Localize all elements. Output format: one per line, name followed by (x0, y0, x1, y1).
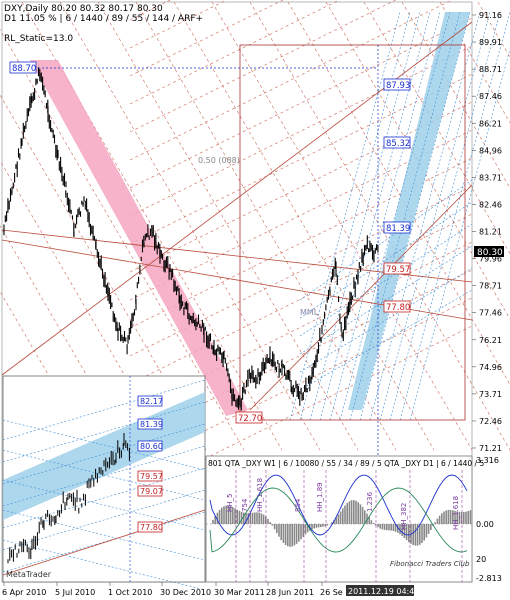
date-tick: 28 Jun 2011 (266, 588, 314, 597)
tag-p2: 85.32 (386, 139, 410, 149)
inset-tag-1: 82.17 (140, 397, 163, 406)
date-axis: 6 Apr 2010 5 Jul 2010 1 Oct 2010 30 Dec 201… (2, 582, 343, 597)
oscillator-annotations: HH_5 754 HH_1.618 854 HH_1.89 1.236 HH_3… (226, 478, 460, 530)
inset-tag-2: 81.39 (140, 420, 163, 429)
cursor-date: 2011.12.19 04:47 (348, 587, 419, 596)
osc-ann-7: HH_382 (400, 503, 408, 530)
price-bars (3, 67, 379, 411)
price-tick: 86.21 (479, 119, 502, 128)
price-tick: 79.96 (479, 255, 502, 264)
oscillator-line-blue (209, 474, 468, 536)
fib-label-050: 0.50 (088) (198, 156, 240, 165)
osc-ann-5: HH_1.89 (316, 482, 324, 512)
price-tick: 87.46 (479, 92, 502, 101)
tag-high: 88.70 (12, 64, 36, 74)
inset-tag-3: 80.60 (140, 442, 163, 451)
osc-axis-20: 20 (476, 555, 486, 564)
date-tick: 26 Se (320, 588, 343, 597)
tag-p5: 77.80 (386, 303, 410, 313)
inset-tag-5: 79.07 (140, 487, 163, 496)
cursor-date-tag: 2011.12.19 04:47 (346, 585, 419, 596)
price-tick: 72.46 (479, 417, 502, 426)
osc-axis-zero: 0.00 (476, 520, 494, 529)
date-tick: 6 Apr 2010 (2, 588, 46, 597)
tag-p3: 81.39 (386, 224, 410, 234)
inset-chart: 82.17 81.39 80.60 79.57 79.07 77.80 Meta… (2, 375, 206, 591)
price-tick: 84.96 (479, 146, 502, 155)
oscillator-title: 801 QTA _DXY W1 | 6 / 10080 / 55 / 34 / … (208, 459, 484, 468)
current-price-value: 80.30 (477, 248, 503, 258)
price-tick: 83.71 (479, 173, 502, 182)
tag-p1: 87.93 (386, 81, 410, 91)
osc-ann-8: HH_1.618 (452, 496, 460, 530)
price-tick: 89.91 (479, 38, 502, 47)
price-tick: 77.46 (479, 309, 502, 318)
header-line1: DXY,Daily 80.20 80.32 80.17 80.30 (4, 4, 163, 14)
price-tick: 74.96 (479, 363, 502, 372)
osc-axis-top: 3.316 (476, 456, 499, 465)
tag-low: 72.70 (238, 414, 262, 424)
price-tick: 71.21 (479, 444, 502, 453)
fib-label-mml: MML (300, 308, 319, 317)
price-tick: 76.21 (479, 336, 502, 345)
osc-ann-3: HH_1.618 (256, 478, 264, 512)
current-price-tag: 80.30 (474, 246, 504, 258)
price-tags: 88.70 72.70 87.93 85.32 81.39 79.57 77.8… (9, 61, 411, 424)
price-tick: 81.21 (479, 228, 502, 237)
oscillator-panel: 801 QTA _DXY W1 | 6 / 10080 / 55 / 34 / … (205, 455, 502, 583)
inset-fan-lines (2, 379, 206, 591)
inset-watermark: MetaTrader (6, 570, 52, 579)
price-tick: 91.16 (479, 11, 502, 20)
header-line3: RL_Static=13.0 (4, 34, 73, 44)
date-tick: 5 Jul 2010 (55, 588, 95, 597)
osc-ann-2: 754 (241, 498, 249, 512)
date-tick: 30 Dec 2010 (160, 588, 211, 597)
price-tick: 73.71 (479, 390, 502, 399)
price-tick: 82.46 (479, 200, 502, 209)
inset-tag-4: 79.57 (140, 472, 163, 481)
inset-tag-6: 77.80 (140, 523, 163, 532)
osc-axis-bottom: -2.813 (476, 574, 502, 583)
credit-text: Fibonacci Traders Club (390, 560, 470, 568)
oscillator-line-green (209, 487, 468, 553)
chart-header: DXY,Daily 80.20 80.32 80.17 80.30 D1 11.… (4, 4, 203, 44)
inset-support-line (2, 509, 206, 576)
osc-ann-6: 1.236 (366, 491, 374, 512)
inset-price-bars (7, 433, 130, 564)
blue-channel (348, 12, 470, 410)
range-box (239, 44, 466, 421)
pink-channel (30, 60, 248, 416)
oscillator-cycle-lines (235, 470, 463, 582)
tag-p4: 79.57 (386, 265, 410, 275)
price-axis: 91.16 89.91 88.71 87.46 86.21 84.96 83.71 82.46… (472, 11, 502, 453)
header-line2: D1 11.05 % | 6 / 1440 / 89 / 55 / 144 / … (4, 14, 203, 24)
price-tick: 78.71 (479, 282, 502, 291)
osc-ann-1: HH_5 (226, 494, 234, 512)
price-tick: 88.71 (479, 65, 502, 74)
date-tick: 1 Oct 2010 (108, 588, 152, 597)
date-tick: 30 Mar 2011 (214, 588, 265, 597)
osc-ann-4: 854 (294, 498, 302, 512)
